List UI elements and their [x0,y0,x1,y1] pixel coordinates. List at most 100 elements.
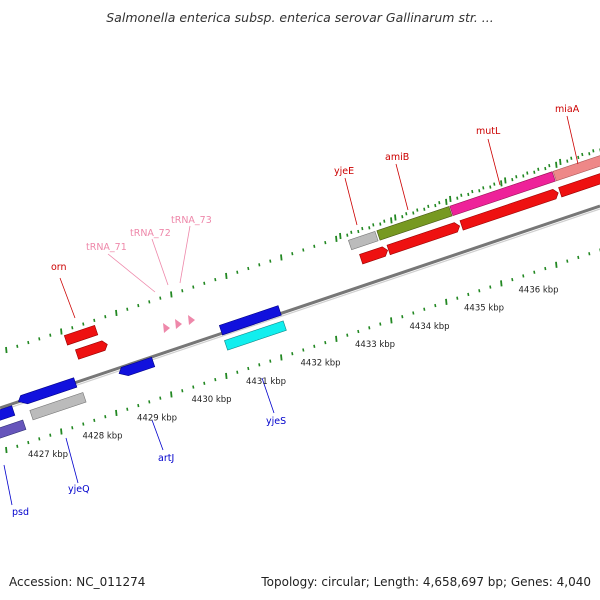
upper-inner-tick [522,174,525,178]
upper-outer-tick [427,204,430,209]
trna-73-mark [188,315,195,325]
gene-label[interactable]: tRNA_73 [171,215,212,226]
lower-tick [258,363,261,367]
lower-tick [93,418,96,423]
upper-inner-tick [368,226,371,230]
upper-outer-tick [449,195,452,203]
upper-outer-tick [438,201,441,205]
lower-tick [544,266,547,271]
upper-inner-tick [434,203,437,208]
gene-label[interactable]: artJ [158,453,174,464]
upper-inner-tick [511,177,514,182]
lower-tick [566,259,569,263]
upper-inner-tick [16,344,19,348]
upper-inner-tick [247,266,250,271]
upper-inner-tick [390,217,393,224]
gene-label[interactable]: miaA [555,104,580,115]
upper-outer-tick [405,212,408,216]
lower-tick [555,261,558,268]
gene-blue-mid [18,377,78,405]
upper-inner-tick [500,180,503,187]
upper-outer-tick [559,158,562,166]
upper-inner-tick [566,159,569,163]
upper-inner-tick [148,300,151,304]
upper-inner-tick [27,340,30,345]
lower-tick [390,317,393,324]
lower-tick [445,298,448,305]
upper-inner-tick [467,192,470,197]
lower-tick [159,396,162,400]
lower-tick [38,437,41,441]
gene-label[interactable]: orn [51,262,67,273]
upper-inner-tick [159,296,162,300]
lower-tick [368,326,371,330]
upper-inner-tick [324,240,327,245]
scale-label: 4435 kbp [464,304,504,314]
gene-red-2 [386,222,461,256]
upper-inner-tick [38,337,41,341]
gene-label[interactable]: mutL [476,126,501,137]
upper-inner-tick [137,303,140,308]
lower-tick [434,303,437,308]
lower-tick [357,329,360,334]
upper-inner-tick [313,244,316,248]
upper-outer-tick [548,163,551,168]
upper-outer-tick [581,152,584,157]
lower-tick [401,315,404,319]
upper-inner-tick [379,222,382,226]
lower-tick [126,407,129,411]
lower-tick [115,409,118,417]
upper-outer-tick [394,214,397,221]
upper-inner-tick [214,277,217,282]
lower-tick [192,385,195,389]
lower-tick [588,252,591,256]
upper-inner-tick [269,259,272,263]
upper-outer-tick [504,177,507,184]
lower-tick [522,274,525,278]
gene-yjeS [224,320,287,351]
upper-outer-tick [416,208,419,212]
gene-artJ [118,356,156,376]
lower-tick [60,428,63,435]
gene-label[interactable]: tRNA_72 [130,228,171,239]
scale-label: 4427 kbp [28,450,68,460]
lower-tick [346,333,349,337]
gene-label[interactable]: yjeS [266,416,286,427]
lower-tick [16,444,19,448]
lower-tick [324,340,327,345]
upper-inner-tick [82,322,85,326]
gene-label[interactable]: psd [12,507,29,518]
lower-tick [577,255,580,260]
lower-tick [379,322,382,326]
lower-tick [137,403,140,408]
lower-tick [302,348,305,352]
gene-label[interactable]: yjeQ [68,484,90,495]
upper-inner-tick [412,211,415,215]
lower-tick [280,354,283,361]
scale-label: 4430 kbp [192,395,232,405]
upper-inner-tick [236,270,239,274]
gene-label[interactable]: yjeE [334,166,354,177]
tick-row-bottom [5,248,600,454]
backbone-line-inner [0,208,600,412]
upper-inner-tick [181,289,184,293]
scale-labels: 4427 kbp 4428 kbp 4429 kbp 4430 kbp 4431 kbp… [28,285,559,460]
upper-inner-tick [49,333,52,337]
lower-tick [335,335,338,342]
gene-label[interactable]: amiB [385,152,409,163]
lower-tick [148,400,151,404]
upper-outer-tick [471,189,474,194]
upper-inner-tick [489,185,492,189]
gene-orn-a [63,325,99,346]
upper-inner-tick [192,285,195,289]
gene-label[interactable]: tRNA_71 [86,242,127,253]
upper-inner-tick [280,254,283,261]
lower-tick [467,292,470,297]
lower-tick [478,289,481,293]
lower-tick [500,280,503,287]
lower-tick [203,381,206,385]
upper-outer-tick [526,171,529,175]
lower-tick [533,270,536,274]
upper-outer-tick [515,175,518,179]
